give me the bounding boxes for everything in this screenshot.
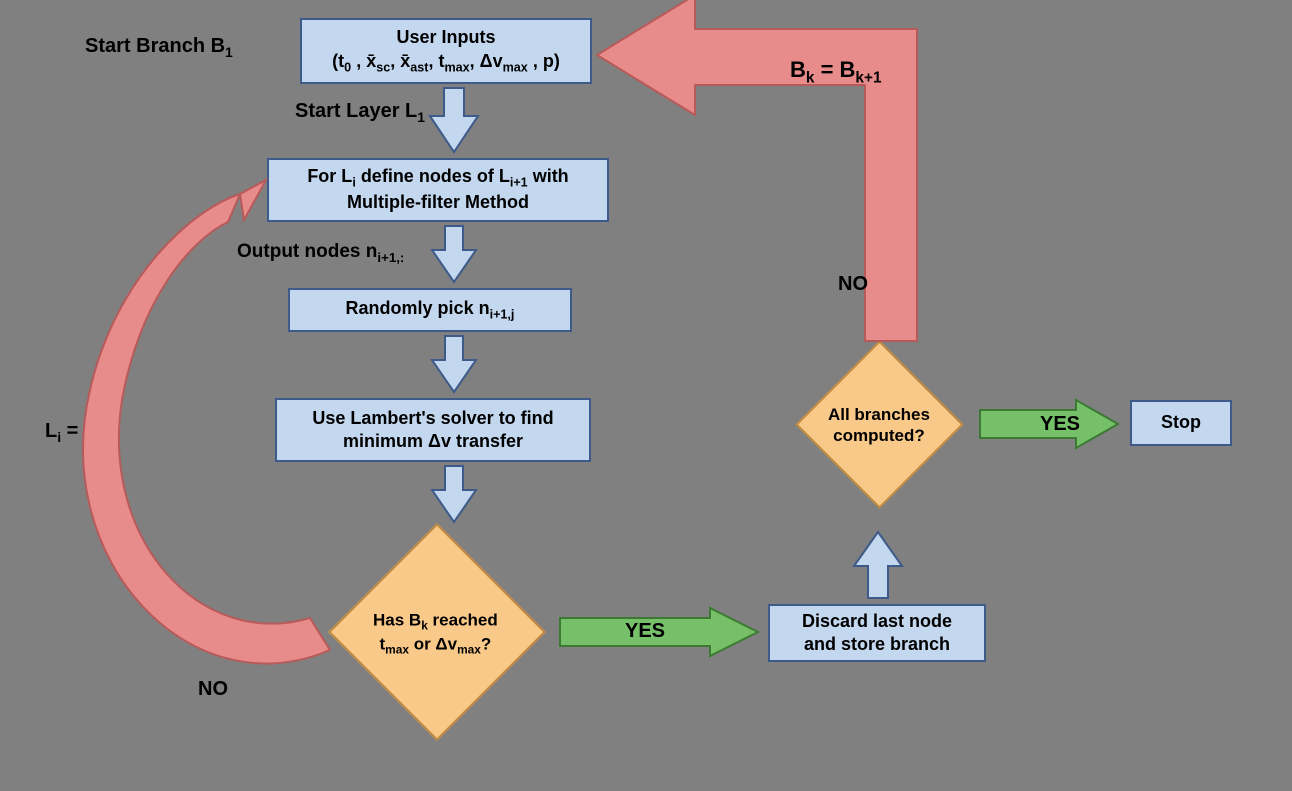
label-bk-eq: Bk = Bk+1 bbox=[790, 57, 882, 87]
arrow-down-2 bbox=[432, 226, 476, 284]
label-yes-1: YES bbox=[625, 620, 665, 643]
arrow-down-3 bbox=[432, 336, 476, 394]
arrow-no-curved-left bbox=[40, 140, 360, 720]
arrow-down-4 bbox=[432, 466, 476, 524]
label-no-left: NO bbox=[198, 678, 228, 701]
node-decision-reached: Has Bk reached tmax or Δvmax? bbox=[328, 523, 546, 741]
label-start-branch: Start Branch B1 bbox=[85, 35, 233, 60]
label-yes-2: YES bbox=[1040, 413, 1080, 436]
label-start-layer: Start Layer L1 bbox=[295, 100, 425, 125]
arrow-up-1 bbox=[854, 530, 902, 600]
node-decision-all-branches: All branches computed? bbox=[795, 340, 963, 508]
node-discard: Discard last node and store branch bbox=[768, 604, 986, 662]
arrow-down-1 bbox=[430, 88, 478, 154]
node-user-inputs: User Inputs (t0 , x̄sc, x̄ast, tmax, Δvm… bbox=[300, 18, 592, 84]
label-no-top: NO bbox=[838, 273, 868, 296]
node-stop: Stop bbox=[1130, 400, 1232, 446]
